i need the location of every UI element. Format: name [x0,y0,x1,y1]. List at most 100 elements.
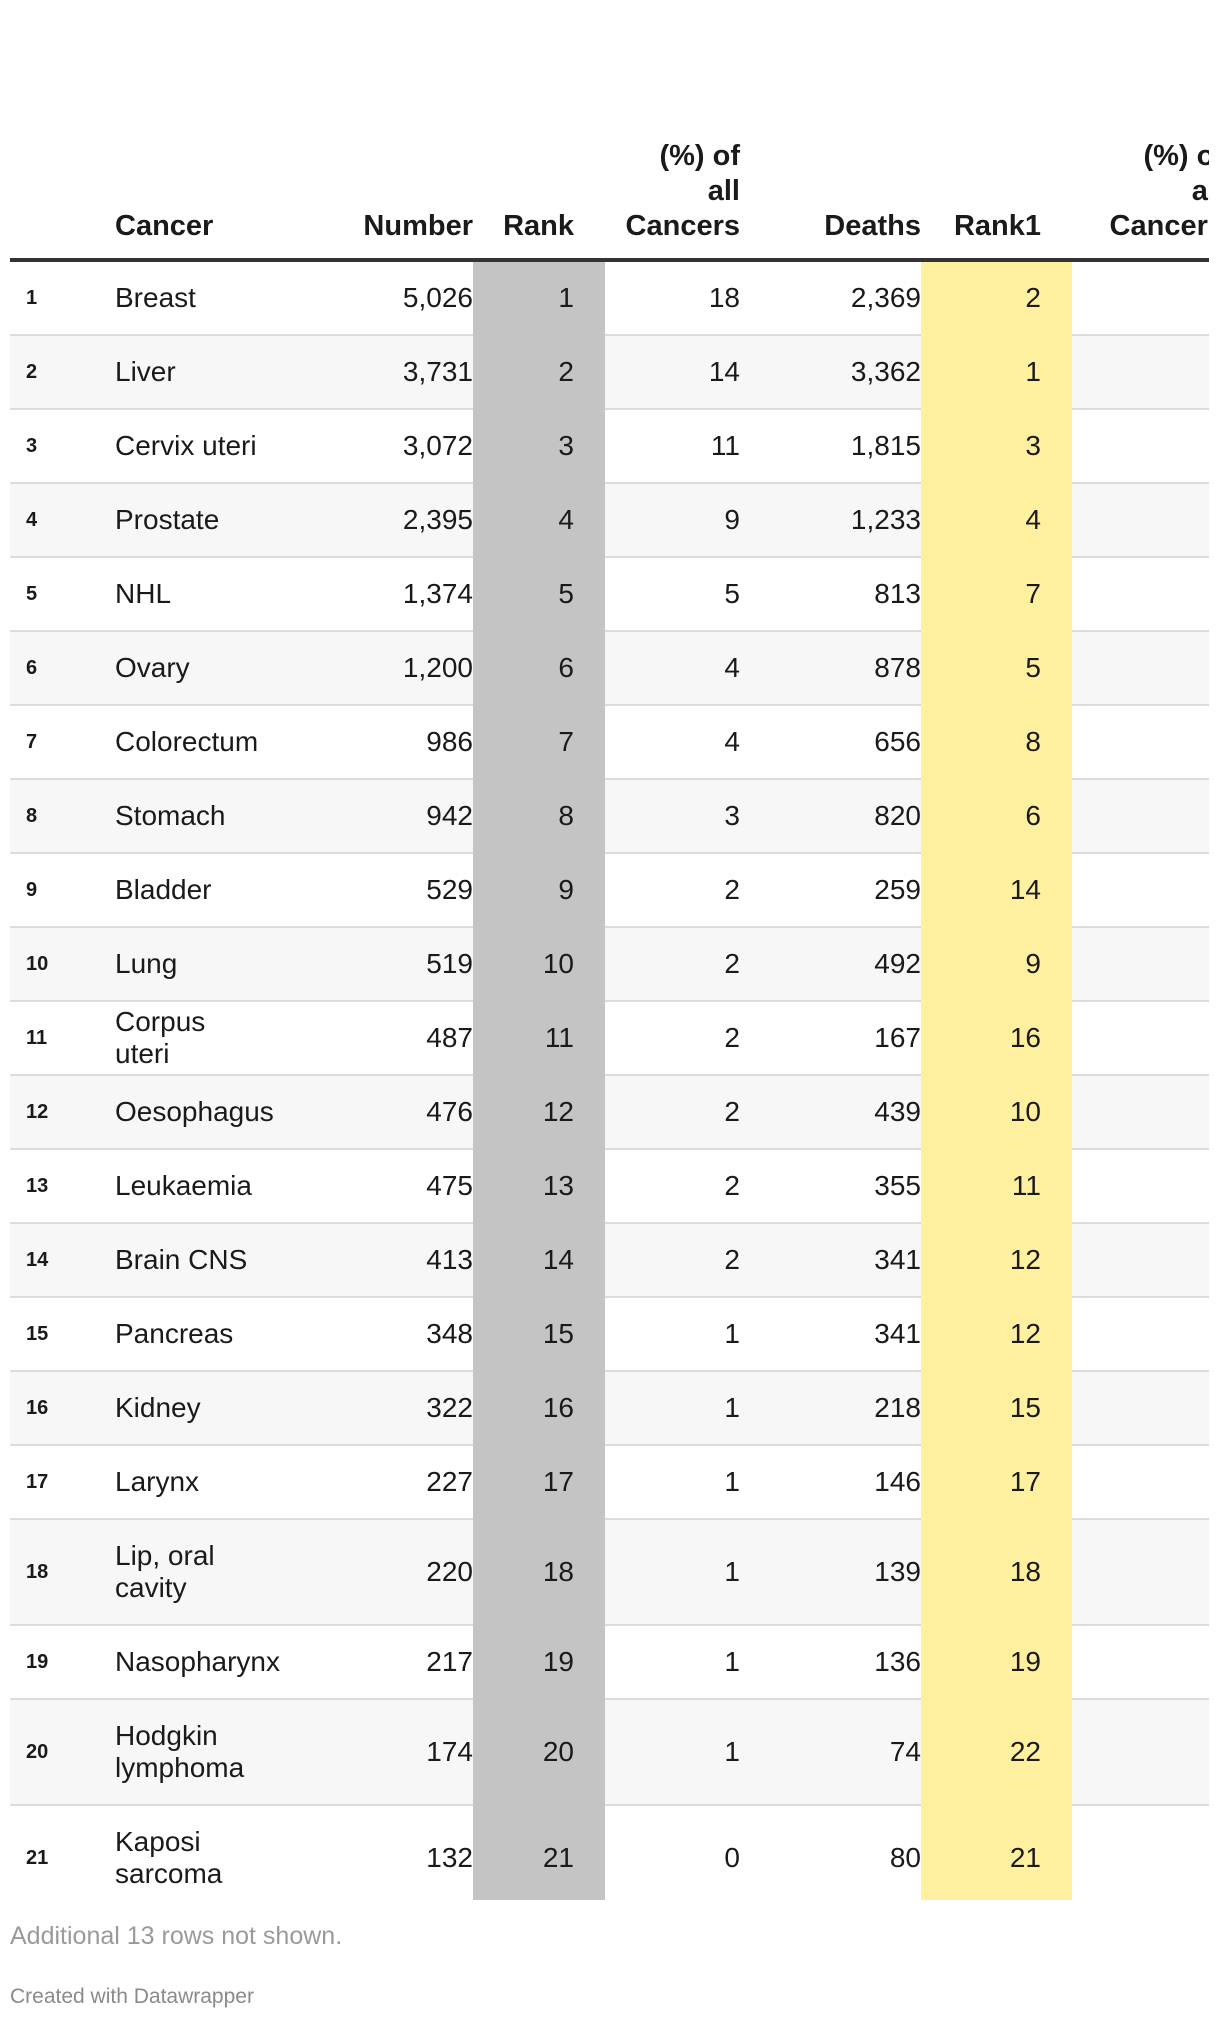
cancer-name-text: Oesophagus [115,1096,274,1127]
row-index: 6 [10,631,97,706]
table-row: 17 Larynx 227 17 1 146 17 [10,1445,1209,1520]
cell-number: 5,026 [245,260,473,336]
header-rank1[interactable]: Rank1 [921,0,1072,262]
cell-rank: 9 [473,853,605,928]
cell-deaths: 1,815 [762,409,921,484]
cancer-name-text: Pancreas [115,1318,234,1349]
table-viewport: Cancer Number Rank (%) of all Cancers De… [10,0,1209,1900]
cell-pct-of-all-cancers-deaths [1072,260,1209,336]
cell-rank1: 15 [921,1371,1072,1446]
cell-number: 2,395 [245,483,473,558]
cell-rank1: 12 [921,1223,1072,1298]
cell-deaths: 656 [762,705,921,780]
cell-pct-of-all-cancers-deaths [1072,1519,1209,1626]
cell-number: 3,072 [245,409,473,484]
cell-pct-of-all-cancers: 14 [605,335,762,410]
cell-rank: 2 [473,335,605,410]
cell-pct-of-all-cancers-deaths [1072,853,1209,928]
cell-pct-of-all-cancers-deaths [1072,631,1209,706]
cell-number: 322 [245,1371,473,1446]
cell-pct-of-all-cancers: 4 [605,631,762,706]
cell-number: 942 [245,779,473,854]
cell-number: 986 [245,705,473,780]
cell-pct-of-all-cancers: 2 [605,1149,762,1224]
cell-cancer: Ovary [97,631,245,706]
cell-pct-of-all-cancers: 3 [605,779,762,854]
cell-number: 132 [245,1805,473,1900]
cancer-name-text: Corpus uteri [115,1006,206,1069]
table-row: 2 Liver 3,731 2 14 3,362 1 [10,335,1209,410]
cell-deaths: 218 [762,1371,921,1446]
cell-rank: 6 [473,631,605,706]
table-row: 6 Ovary 1,200 6 4 878 5 [10,631,1209,706]
table-header-row: Cancer Number Rank (%) of all Cancers De… [10,0,1209,262]
header-pct-of-all-cancers[interactable]: (%) of all Cancers [605,0,762,262]
cell-cancer: Kaposi sarcoma [97,1805,245,1900]
cell-deaths: 80 [762,1805,921,1900]
cell-number: 519 [245,927,473,1002]
datawrapper-credit[interactable]: Created with Datawrapper [10,1985,254,2008]
cell-pct-of-all-cancers: 1 [605,1371,762,1446]
cancer-name-text: Bladder [115,874,212,905]
cell-pct-of-all-cancers-deaths [1072,1445,1209,1520]
cell-cancer: Cervix uteri [97,409,257,484]
cell-rank1: 10 [921,1075,1072,1150]
cell-rank: 11 [473,1001,605,1076]
cell-rank: 8 [473,779,605,854]
cell-rank1: 21 [921,1805,1072,1900]
cell-cancer: Kidney [97,1371,245,1446]
cell-number: 220 [245,1519,473,1626]
table-row: 8 Stomach 942 8 3 820 6 [10,779,1209,854]
cell-pct-of-all-cancers-deaths [1072,1805,1209,1900]
cell-deaths: 439 [762,1075,921,1150]
row-index: 12 [10,1075,97,1150]
cell-rank1: 16 [921,1001,1072,1076]
cell-pct-of-all-cancers-deaths [1072,779,1209,854]
cancer-name-text: Cervix uteri [115,430,257,461]
cell-cancer: Corpus uteri [97,1001,245,1076]
cancer-name-text: Brain CNS [115,1244,248,1275]
cell-deaths: 878 [762,631,921,706]
header-index [10,0,97,262]
cell-pct-of-all-cancers-deaths [1072,1223,1209,1298]
cell-pct-of-all-cancers-deaths [1072,1149,1209,1224]
cancer-name-text: Breast [115,282,196,313]
cancer-name-text: Stomach [115,800,226,831]
cell-number: 3,731 [245,335,473,410]
cell-rank: 16 [473,1371,605,1446]
cancer-name-text: Ovary [115,652,190,683]
cell-rank1: 7 [921,557,1072,632]
cell-number: 529 [245,853,473,928]
cell-cancer: Larynx [97,1445,245,1520]
row-index: 10 [10,927,97,1002]
cell-deaths: 1,233 [762,483,921,558]
cell-rank: 14 [473,1223,605,1298]
header-deaths[interactable]: Deaths [762,0,921,262]
cell-deaths: 136 [762,1625,921,1700]
cell-pct-of-all-cancers: 2 [605,1001,762,1076]
cell-rank1: 3 [921,409,1072,484]
cancer-name-text: Leukaemia [115,1170,252,1201]
cell-deaths: 74 [762,1699,921,1806]
table-body: 1 Breast 5,026 1 18 2,369 2 2 Liver 3,731 2 14 3,362… [10,260,1209,1900]
header-number[interactable]: Number [245,0,473,262]
table-row: 4 Prostate 2,395 4 9 1,233 4 [10,483,1209,558]
table-row: 20 Hodgkin lymphoma 174 20 1 74 22 [10,1699,1209,1806]
cell-number: 487 [245,1001,473,1076]
header-cancer[interactable]: Cancer [97,0,245,262]
row-index: 2 [10,335,97,410]
cell-pct-of-all-cancers-deaths [1072,1625,1209,1700]
cell-number: 174 [245,1699,473,1806]
cell-pct-of-all-cancers: 1 [605,1625,762,1700]
header-rank[interactable]: Rank [473,0,605,262]
cell-rank: 20 [473,1699,605,1806]
cell-number: 227 [245,1445,473,1520]
cell-cancer: Lip, oral cavity [97,1519,245,1626]
cell-rank: 15 [473,1297,605,1372]
cell-number: 217 [245,1625,473,1700]
header-pct-of-all-cancers-deaths[interactable]: (%) of all Cancers [1072,0,1209,262]
row-index: 8 [10,779,97,854]
cancer-name-text: Kidney [115,1392,201,1423]
table-row: 19 Nasopharynx 217 19 1 136 19 [10,1625,1209,1700]
table-row: 9 Bladder 529 9 2 259 14 [10,853,1209,928]
